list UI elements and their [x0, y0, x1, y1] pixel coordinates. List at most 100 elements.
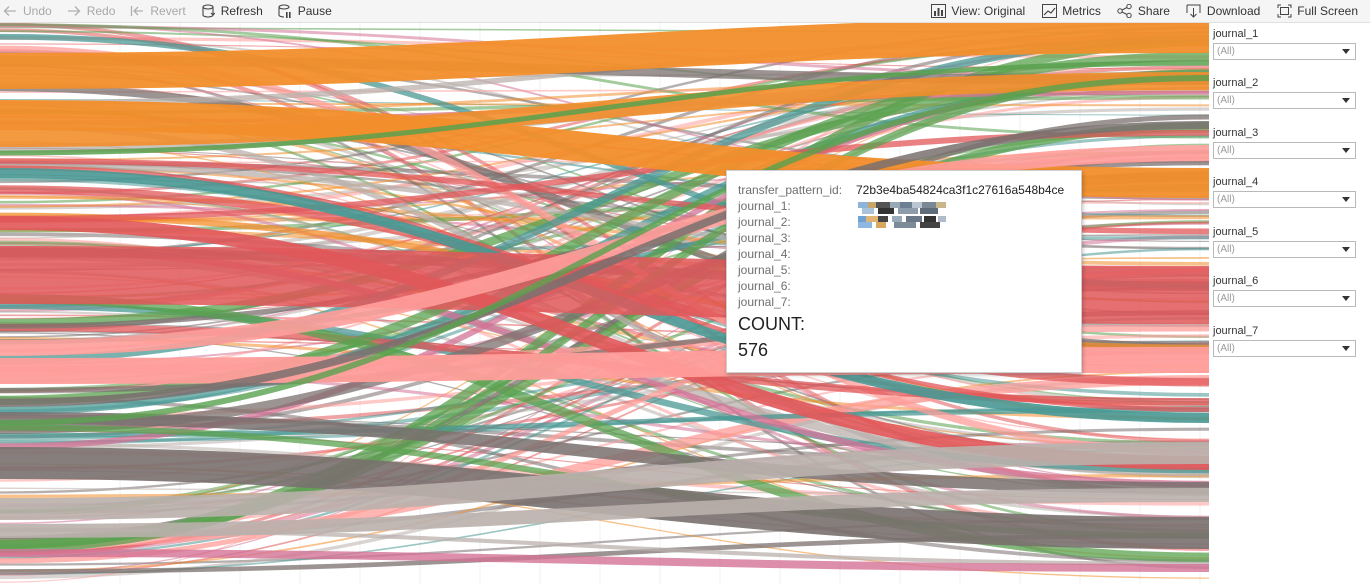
refresh-icon: [200, 3, 216, 19]
tooltip-key: journal_5:: [738, 263, 791, 277]
filter-journal-4: journal_4 (All): [1213, 175, 1363, 208]
filter-value: (All): [1217, 145, 1235, 156]
pause-icon: [277, 3, 293, 19]
filter-journal-3-select[interactable]: (All): [1213, 142, 1356, 159]
flow-ribbon[interactable]: [0, 23, 1209, 89]
share-icon: [1117, 3, 1133, 19]
tooltip-key: journal_7:: [738, 295, 791, 309]
filter-journal-2-select[interactable]: (All): [1213, 92, 1356, 109]
filter-value: (All): [1217, 194, 1235, 205]
filter-journal-5-select[interactable]: (All): [1213, 241, 1356, 258]
download-button[interactable]: Download: [1186, 3, 1260, 19]
filter-journal-7: journal_7 (All): [1213, 324, 1363, 357]
tooltip-row-journal-3: journal_3:: [738, 230, 791, 246]
download-icon: [1186, 3, 1202, 19]
redo-label: Redo: [86, 4, 116, 18]
chevron-down-icon: [1342, 197, 1350, 202]
undo-button[interactable]: Undo: [2, 3, 52, 19]
refresh-label: Refresh: [220, 4, 263, 18]
filter-value: (All): [1217, 46, 1235, 57]
undo-label: Undo: [23, 4, 52, 18]
filter-label: journal_4: [1213, 176, 1259, 188]
share-button[interactable]: Share: [1117, 3, 1170, 19]
filter-journal-4-select[interactable]: (All): [1213, 191, 1356, 208]
share-label: Share: [1137, 4, 1170, 18]
flow-ribbon[interactable]: [0, 412, 1209, 494]
filter-journal-2: journal_2 (All): [1213, 76, 1363, 109]
filter-journal-6: journal_6 (All): [1213, 274, 1363, 307]
download-label: Download: [1206, 4, 1261, 18]
tooltip-row-journal-2: journal_2:: [738, 214, 791, 230]
tooltip-key: journal_3:: [738, 231, 791, 245]
redo-icon: [66, 3, 82, 19]
filter-value: (All): [1217, 244, 1235, 255]
chevron-down-icon: [1342, 49, 1350, 54]
metrics-icon: [1041, 3, 1057, 19]
tooltip-row-journal-6: journal_6:: [738, 278, 791, 294]
chevron-down-icon: [1342, 148, 1350, 153]
tooltip-row-journal-7: journal_7:: [738, 294, 791, 310]
toolbar: Undo Redo Revert Refresh Pause: [0, 0, 1370, 23]
pause-button[interactable]: Pause: [277, 3, 332, 19]
tooltip-row-pattern-id: transfer_pattern_id: 72b3e4ba54824ca3f1c…: [738, 182, 1064, 198]
tooltip-key: journal_1:: [738, 199, 791, 213]
tooltip-key: journal_6:: [738, 279, 791, 293]
metrics-button[interactable]: Metrics: [1041, 3, 1101, 19]
chevron-down-icon: [1342, 247, 1350, 252]
fullscreen-button[interactable]: Full Screen: [1276, 3, 1358, 19]
flow-ribbon[interactable]: [0, 447, 1209, 549]
filter-label: journal_2: [1213, 77, 1259, 89]
filter-label: journal_3: [1213, 127, 1259, 139]
view-icon: [930, 3, 946, 19]
view-original-button[interactable]: View: Original: [930, 3, 1025, 19]
tooltip-value: 72b3e4ba54824ca3f1c27616a548b4ce: [856, 183, 1065, 197]
revert-button[interactable]: Revert: [129, 3, 186, 19]
revert-label: Revert: [150, 4, 186, 18]
pause-label: Pause: [297, 4, 332, 18]
tooltip-key: journal_2:: [738, 215, 791, 229]
chevron-down-icon: [1342, 346, 1350, 351]
flow-ribbon[interactable]: [0, 442, 1209, 520]
flow-ribbon[interactable]: [0, 23, 1209, 139]
flow-ribbon[interactable]: [0, 60, 1209, 156]
flow-ribbon[interactable]: [0, 549, 1209, 572]
tooltip-key: transfer_pattern_id:: [738, 183, 843, 197]
filter-journal-6-select[interactable]: (All): [1213, 290, 1356, 307]
count-label: COUNT:: [738, 314, 805, 334]
filter-label: journal_7: [1213, 325, 1259, 337]
tooltip-row-journal-5: journal_5:: [738, 262, 791, 278]
tooltip-row-journal-4: journal_4:: [738, 246, 791, 262]
filter-journal-3: journal_3 (All): [1213, 126, 1363, 159]
filter-value: (All): [1217, 293, 1235, 304]
flow-ribbon[interactable]: [0, 488, 1209, 538]
filter-value: (All): [1217, 95, 1235, 106]
filter-label: journal_1: [1213, 28, 1259, 40]
toolbar-right: View: Original Metrics Share Download Fu…: [914, 0, 1358, 22]
flow-ribbon[interactable]: [0, 121, 1209, 407]
chevron-down-icon: [1342, 98, 1350, 103]
fullscreen-label: Full Screen: [1297, 4, 1358, 18]
redo-button[interactable]: Redo: [66, 3, 116, 19]
flow-ribbon[interactable]: [0, 75, 1209, 426]
filter-label: journal_6: [1213, 275, 1259, 287]
filter-label: journal_5: [1213, 226, 1259, 238]
chevron-down-icon: [1342, 296, 1350, 301]
redacted-value: [858, 202, 948, 214]
filter-journal-1: journal_1 (All): [1213, 27, 1363, 60]
filter-journal-1-select[interactable]: (All): [1213, 43, 1356, 60]
refresh-button[interactable]: Refresh: [200, 3, 263, 19]
toolbar-left: Undo Redo Revert Refresh Pause: [2, 0, 346, 22]
undo-icon: [2, 3, 18, 19]
metrics-label: Metrics: [1062, 4, 1101, 18]
tooltip: transfer_pattern_id: 72b3e4ba54824ca3f1c…: [726, 170, 1082, 373]
view-label: View: Original: [951, 4, 1026, 18]
tooltip-key: journal_4:: [738, 247, 791, 261]
redacted-value: [858, 216, 948, 228]
count-value: 576: [738, 340, 769, 360]
fullscreen-icon: [1276, 3, 1292, 19]
tooltip-row-journal-1: journal_1:: [738, 198, 791, 214]
filter-value: (All): [1217, 343, 1235, 354]
filter-journal-5: journal_5 (All): [1213, 225, 1363, 258]
filter-journal-7-select[interactable]: (All): [1213, 340, 1356, 357]
revert-icon: [129, 3, 145, 19]
